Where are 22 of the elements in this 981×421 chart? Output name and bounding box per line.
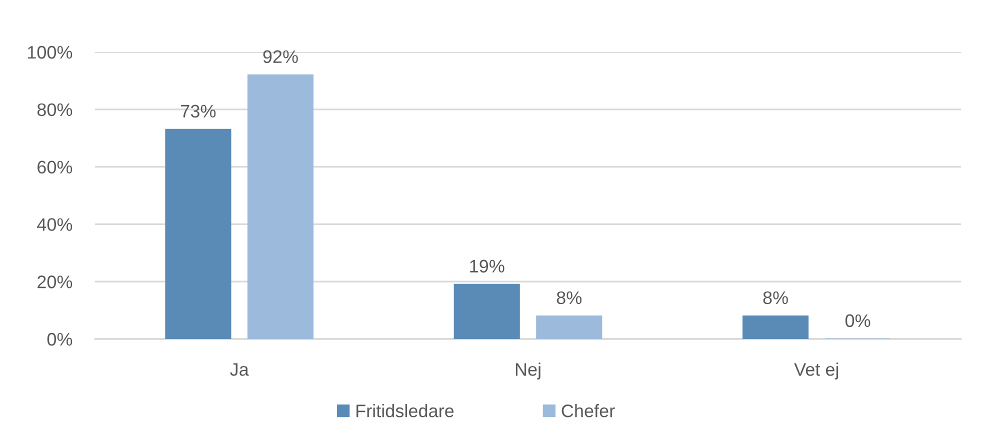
bar xyxy=(742,315,809,339)
data-label: 19% xyxy=(470,260,504,273)
y-tick-label: 20% xyxy=(38,276,72,288)
bar xyxy=(247,74,314,339)
data-label: 73% xyxy=(181,104,216,118)
bar xyxy=(536,315,602,339)
y-tick-label: 80% xyxy=(37,103,72,116)
data-label: 92% xyxy=(263,50,298,64)
y-tick-label: 0% xyxy=(47,332,72,346)
x-tick-label: Ja xyxy=(230,363,249,376)
y-tick-label: 100% xyxy=(28,46,72,59)
data-label: 8% xyxy=(556,291,582,304)
x-tick-label: Nej xyxy=(516,362,540,380)
bar xyxy=(454,284,520,339)
data-label: 8% xyxy=(763,291,788,304)
data-label: 0% xyxy=(845,314,870,328)
y-tick-label: 60% xyxy=(38,160,72,174)
legend-label: Fritidsledare xyxy=(356,404,454,418)
y-tick-label: 40% xyxy=(37,218,72,231)
legend-label: Chefer xyxy=(562,404,615,418)
x-tick-label: Vet ej xyxy=(794,362,838,380)
bar xyxy=(165,128,232,339)
